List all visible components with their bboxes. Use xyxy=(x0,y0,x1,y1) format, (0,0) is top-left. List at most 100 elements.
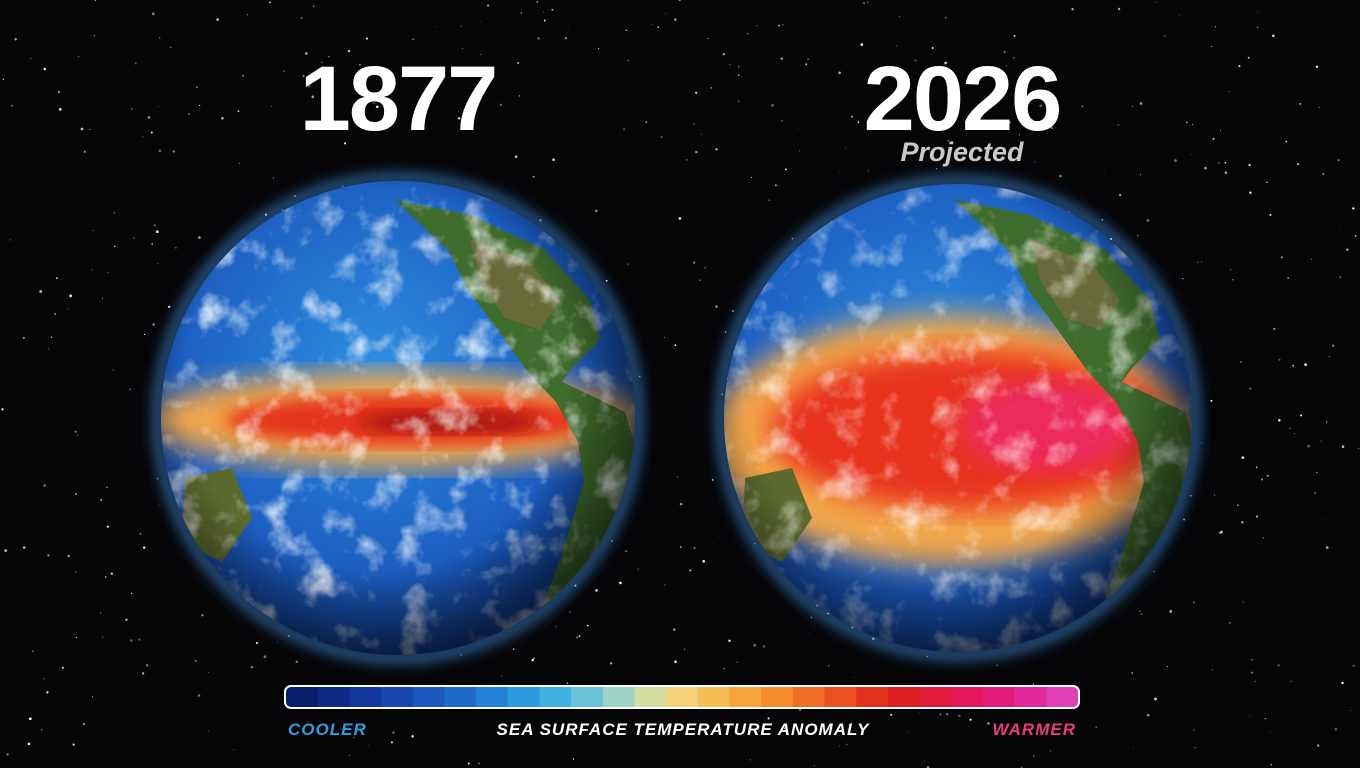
star xyxy=(869,49,871,50)
star xyxy=(683,648,686,650)
star xyxy=(1059,174,1062,178)
star xyxy=(1260,478,1264,481)
star xyxy=(1304,363,1307,366)
star xyxy=(771,104,774,107)
star xyxy=(272,177,274,179)
star xyxy=(1155,1,1157,3)
star xyxy=(43,67,47,71)
star xyxy=(69,294,72,298)
star xyxy=(851,115,854,118)
star xyxy=(576,636,579,639)
star xyxy=(781,120,783,122)
star xyxy=(736,661,738,664)
star xyxy=(609,662,613,665)
star xyxy=(1146,713,1150,717)
star xyxy=(799,709,801,711)
globe-2026 xyxy=(717,177,1199,659)
star xyxy=(1200,442,1202,444)
star xyxy=(1256,515,1258,518)
star xyxy=(1256,26,1259,29)
star xyxy=(1012,56,1015,59)
star xyxy=(102,297,103,299)
star xyxy=(568,26,570,28)
star xyxy=(58,108,62,111)
star xyxy=(1118,193,1122,197)
star xyxy=(1248,163,1251,167)
star xyxy=(1269,731,1271,733)
star xyxy=(499,103,503,107)
star xyxy=(732,309,735,312)
star xyxy=(693,546,696,550)
star xyxy=(664,337,665,338)
star xyxy=(564,36,568,40)
star xyxy=(678,217,682,220)
star xyxy=(457,110,460,113)
color-swatch xyxy=(761,687,794,707)
star xyxy=(130,592,133,595)
color-swatch xyxy=(982,687,1016,707)
star xyxy=(187,112,190,115)
star xyxy=(307,720,309,722)
star xyxy=(1316,471,1318,474)
star xyxy=(1164,35,1166,37)
star xyxy=(1139,102,1143,105)
star xyxy=(807,58,809,60)
star xyxy=(246,14,249,16)
star xyxy=(1283,375,1285,377)
color-swatch xyxy=(444,687,477,707)
star xyxy=(263,655,267,659)
star xyxy=(411,735,414,738)
star xyxy=(762,645,766,648)
star xyxy=(89,129,91,131)
star xyxy=(1241,456,1245,459)
star xyxy=(83,150,86,153)
star xyxy=(1285,140,1288,143)
star xyxy=(1139,610,1141,612)
star xyxy=(487,4,490,7)
star xyxy=(1219,531,1221,534)
color-swatch xyxy=(729,687,762,707)
star xyxy=(756,24,758,27)
star xyxy=(1251,671,1254,674)
star xyxy=(1320,440,1322,442)
star xyxy=(1212,137,1215,140)
star xyxy=(241,74,245,77)
star xyxy=(1354,235,1357,237)
year-label: 2026 xyxy=(864,48,1061,150)
star xyxy=(392,731,395,735)
star xyxy=(22,546,26,549)
star xyxy=(375,105,379,109)
star xyxy=(6,753,9,756)
star xyxy=(1183,518,1186,521)
star xyxy=(914,59,917,62)
color-swatch xyxy=(634,687,667,707)
star xyxy=(480,21,481,23)
star xyxy=(868,170,869,172)
star xyxy=(919,712,920,714)
star xyxy=(110,572,114,575)
star xyxy=(1340,227,1341,228)
star xyxy=(60,279,62,281)
star xyxy=(47,554,50,557)
star xyxy=(1131,105,1134,108)
star xyxy=(4,549,8,552)
star xyxy=(344,142,347,145)
star xyxy=(457,117,461,120)
star xyxy=(1280,256,1283,259)
star xyxy=(693,123,695,125)
star xyxy=(366,74,368,77)
star xyxy=(271,105,273,107)
star xyxy=(28,717,32,721)
star xyxy=(1273,327,1276,330)
star xyxy=(660,136,663,138)
star xyxy=(1277,664,1280,667)
star xyxy=(156,477,159,480)
star xyxy=(125,618,128,621)
star xyxy=(1050,750,1052,752)
star xyxy=(710,87,712,89)
star xyxy=(1254,680,1257,683)
star xyxy=(1039,104,1042,108)
star xyxy=(302,74,305,77)
star xyxy=(460,25,462,27)
star xyxy=(1104,172,1105,174)
